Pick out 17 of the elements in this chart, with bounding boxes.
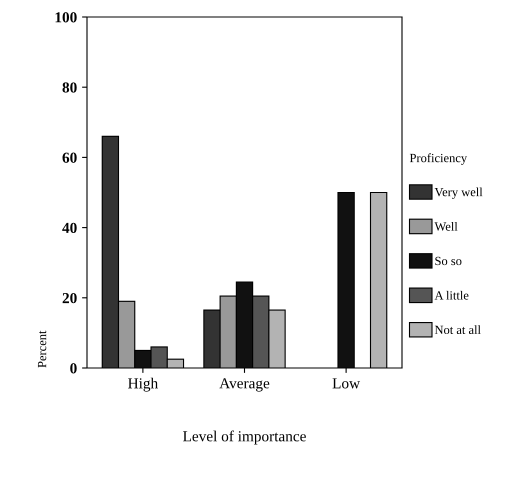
legend-label: So so xyxy=(435,256,462,266)
x-tick-label: Low xyxy=(332,378,360,388)
x-axis-title: Level of importance xyxy=(183,430,306,445)
y-axis-title: Percent xyxy=(38,330,46,368)
y-tick-label: 0 xyxy=(70,363,77,374)
y-tick-label: 20 xyxy=(62,292,77,304)
legend-label: Not at all xyxy=(434,325,481,334)
y-tick-label: 40 xyxy=(62,222,77,234)
legend-title: Proficiency xyxy=(410,153,468,165)
legend-label: Very well xyxy=(434,188,482,199)
y-tick-label: 80 xyxy=(62,82,77,93)
legend-label: Well xyxy=(434,222,458,231)
y-tick-label: 100 xyxy=(56,12,77,22)
x-tick-label: Average xyxy=(219,378,270,392)
x-tick-label: High xyxy=(128,378,158,392)
y-tick-label: 60 xyxy=(62,152,77,163)
legend-label: A little xyxy=(434,290,468,300)
